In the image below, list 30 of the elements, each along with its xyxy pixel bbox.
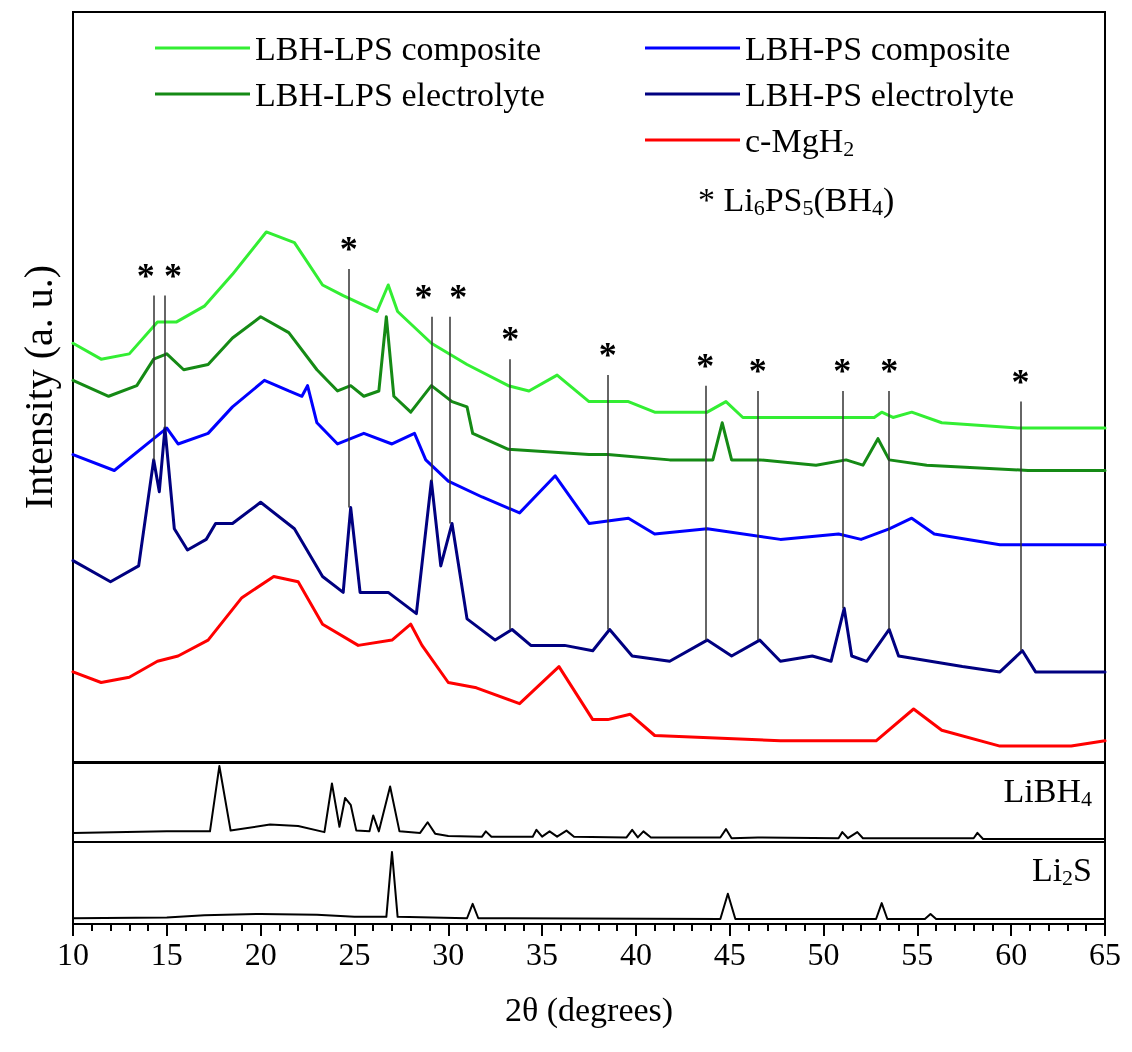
annotation: * (339, 229, 358, 270)
x-tick-label: 25 (338, 936, 371, 972)
x-tick-label: 20 (244, 936, 277, 972)
legend-label: LBH-PS composite (745, 29, 1011, 67)
annotation: * (501, 319, 520, 360)
annotation: * (833, 350, 852, 391)
x-tick-label: 60 (995, 936, 1028, 972)
legend-label: LBH-LPS composite (255, 29, 542, 67)
x-tick-label: 15 (150, 936, 183, 972)
x-tick-label: 50 (807, 936, 840, 972)
annotation: * (163, 255, 182, 296)
x-tick-label: 65 (1089, 936, 1121, 972)
x-tick-label: 45 (713, 936, 746, 972)
x-axis-title: 2θ (degrees) (504, 990, 674, 1029)
annotation: * (598, 335, 617, 376)
annotation: * (136, 255, 155, 296)
x-tick-label: 30 (432, 936, 465, 972)
x-tick-label: 55 (901, 936, 934, 972)
legend-label: LBH-PS electrolyte (745, 75, 1015, 113)
x-tick-label: 35 (526, 936, 559, 972)
annotation: * (696, 345, 715, 386)
annotation: * (880, 350, 899, 391)
annotation: * (748, 350, 767, 391)
x-tick-label: 40 (619, 936, 652, 972)
annotation: * (1011, 361, 1030, 402)
x-tick-label: 10 (57, 936, 89, 972)
annotation: * (449, 276, 468, 317)
annotation: * (414, 276, 433, 317)
legend-label: LBH-LPS electrolyte (255, 75, 545, 113)
y-axis-title: Intensity (a. u.) (15, 264, 61, 510)
